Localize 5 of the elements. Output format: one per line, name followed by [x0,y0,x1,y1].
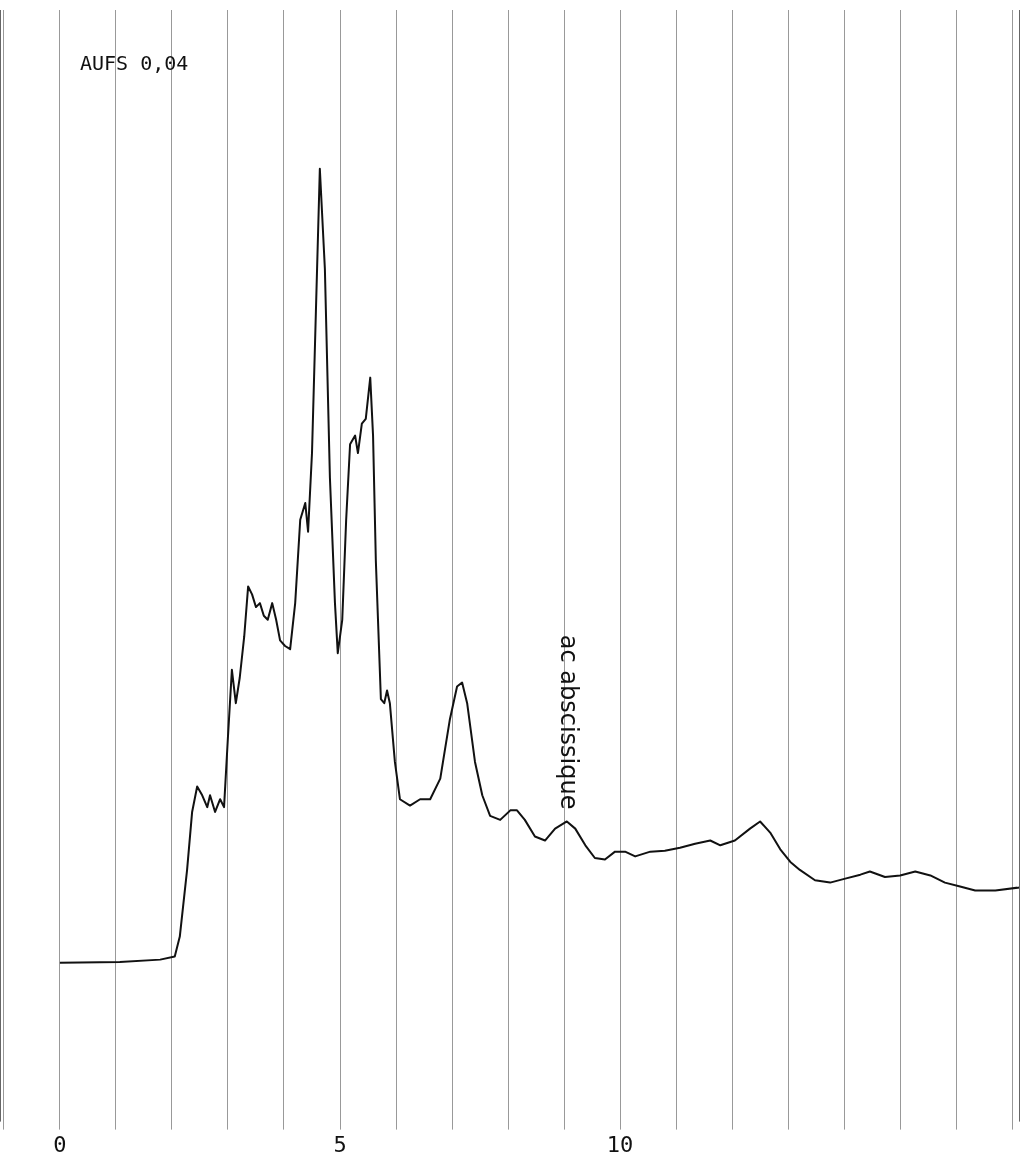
annotation: ac abscissique [554,634,583,810]
text: AUFS 0,04 [80,51,189,76]
x-tick-label: 0 [53,1131,67,1157]
x-tick-label: 10 [606,1131,634,1157]
x-tick-label: 5 [333,1131,347,1157]
